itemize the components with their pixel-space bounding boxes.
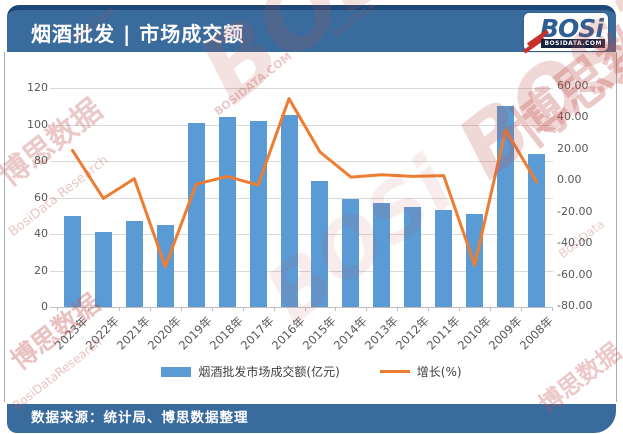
line-series-swatch (379, 370, 410, 373)
page-title: 烟酒批发 | 市场成交额 (31, 22, 245, 46)
header-bar: 烟酒批发 | 市场成交额 BOSi BOSIDATA.COM (7, 5, 616, 54)
bosi-logo-text: BOSi (540, 14, 604, 43)
legend-item-line: 增长(%) (379, 363, 462, 380)
source-bar: 数据来源：统计局、博思数据整理 (7, 404, 616, 433)
line-series-label: 增长(%) (416, 365, 462, 379)
bar-series-label: 烟酒批发市场成交额(亿元) (198, 365, 340, 379)
chart-area (4, 52, 617, 402)
bar-series-swatch (161, 366, 192, 377)
legend: 烟酒批发市场成交额(亿元) 增长(%) (0, 363, 623, 380)
bosi-logo: BOSi BOSIDATA.COM (523, 13, 608, 54)
legend-item-bar: 烟酒批发市场成交额(亿元) (161, 363, 340, 380)
source-text: 数据来源：统计局、博思数据整理 (31, 410, 249, 426)
bosi-logo-site: BOSIDATA.COM (541, 39, 605, 48)
